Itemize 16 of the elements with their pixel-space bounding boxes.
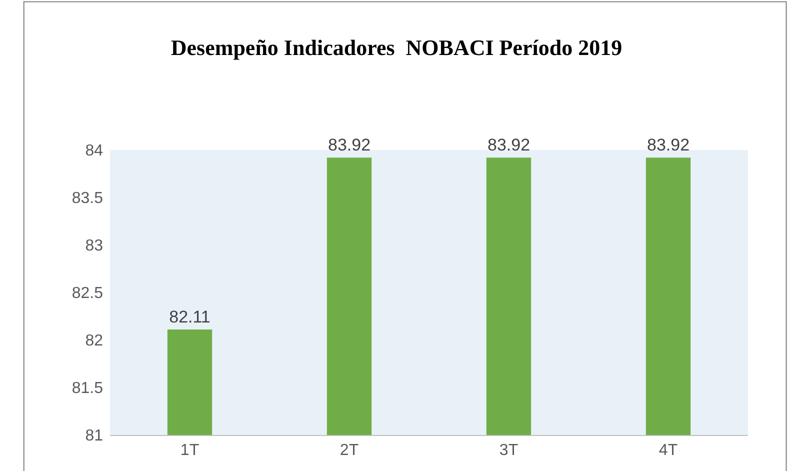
x-tick-label: 2T: [340, 442, 359, 460]
y-tick-label: 81.5: [72, 380, 104, 398]
data-label: 83.92: [487, 136, 530, 155]
y-tick-label: 83: [85, 238, 104, 255]
data-label: 83.92: [646, 136, 690, 155]
data-label: 83.92: [328, 136, 371, 155]
chart-title: Desempeño Indicadores NOBACI Período 2019: [170, 34, 622, 60]
x-tick-label: 4T: [658, 442, 678, 460]
y-tick-label: 84: [85, 142, 104, 160]
data-label: 82.11: [169, 308, 210, 327]
x-tick-label: 3T: [499, 442, 518, 460]
x-tick-label: 1T: [180, 442, 200, 460]
y-tick-label: 81: [85, 428, 104, 445]
y-tick-label: 83.5: [72, 190, 104, 208]
y-tick-label: 82: [85, 332, 104, 350]
y-tick-label: 82.5: [72, 285, 104, 302]
